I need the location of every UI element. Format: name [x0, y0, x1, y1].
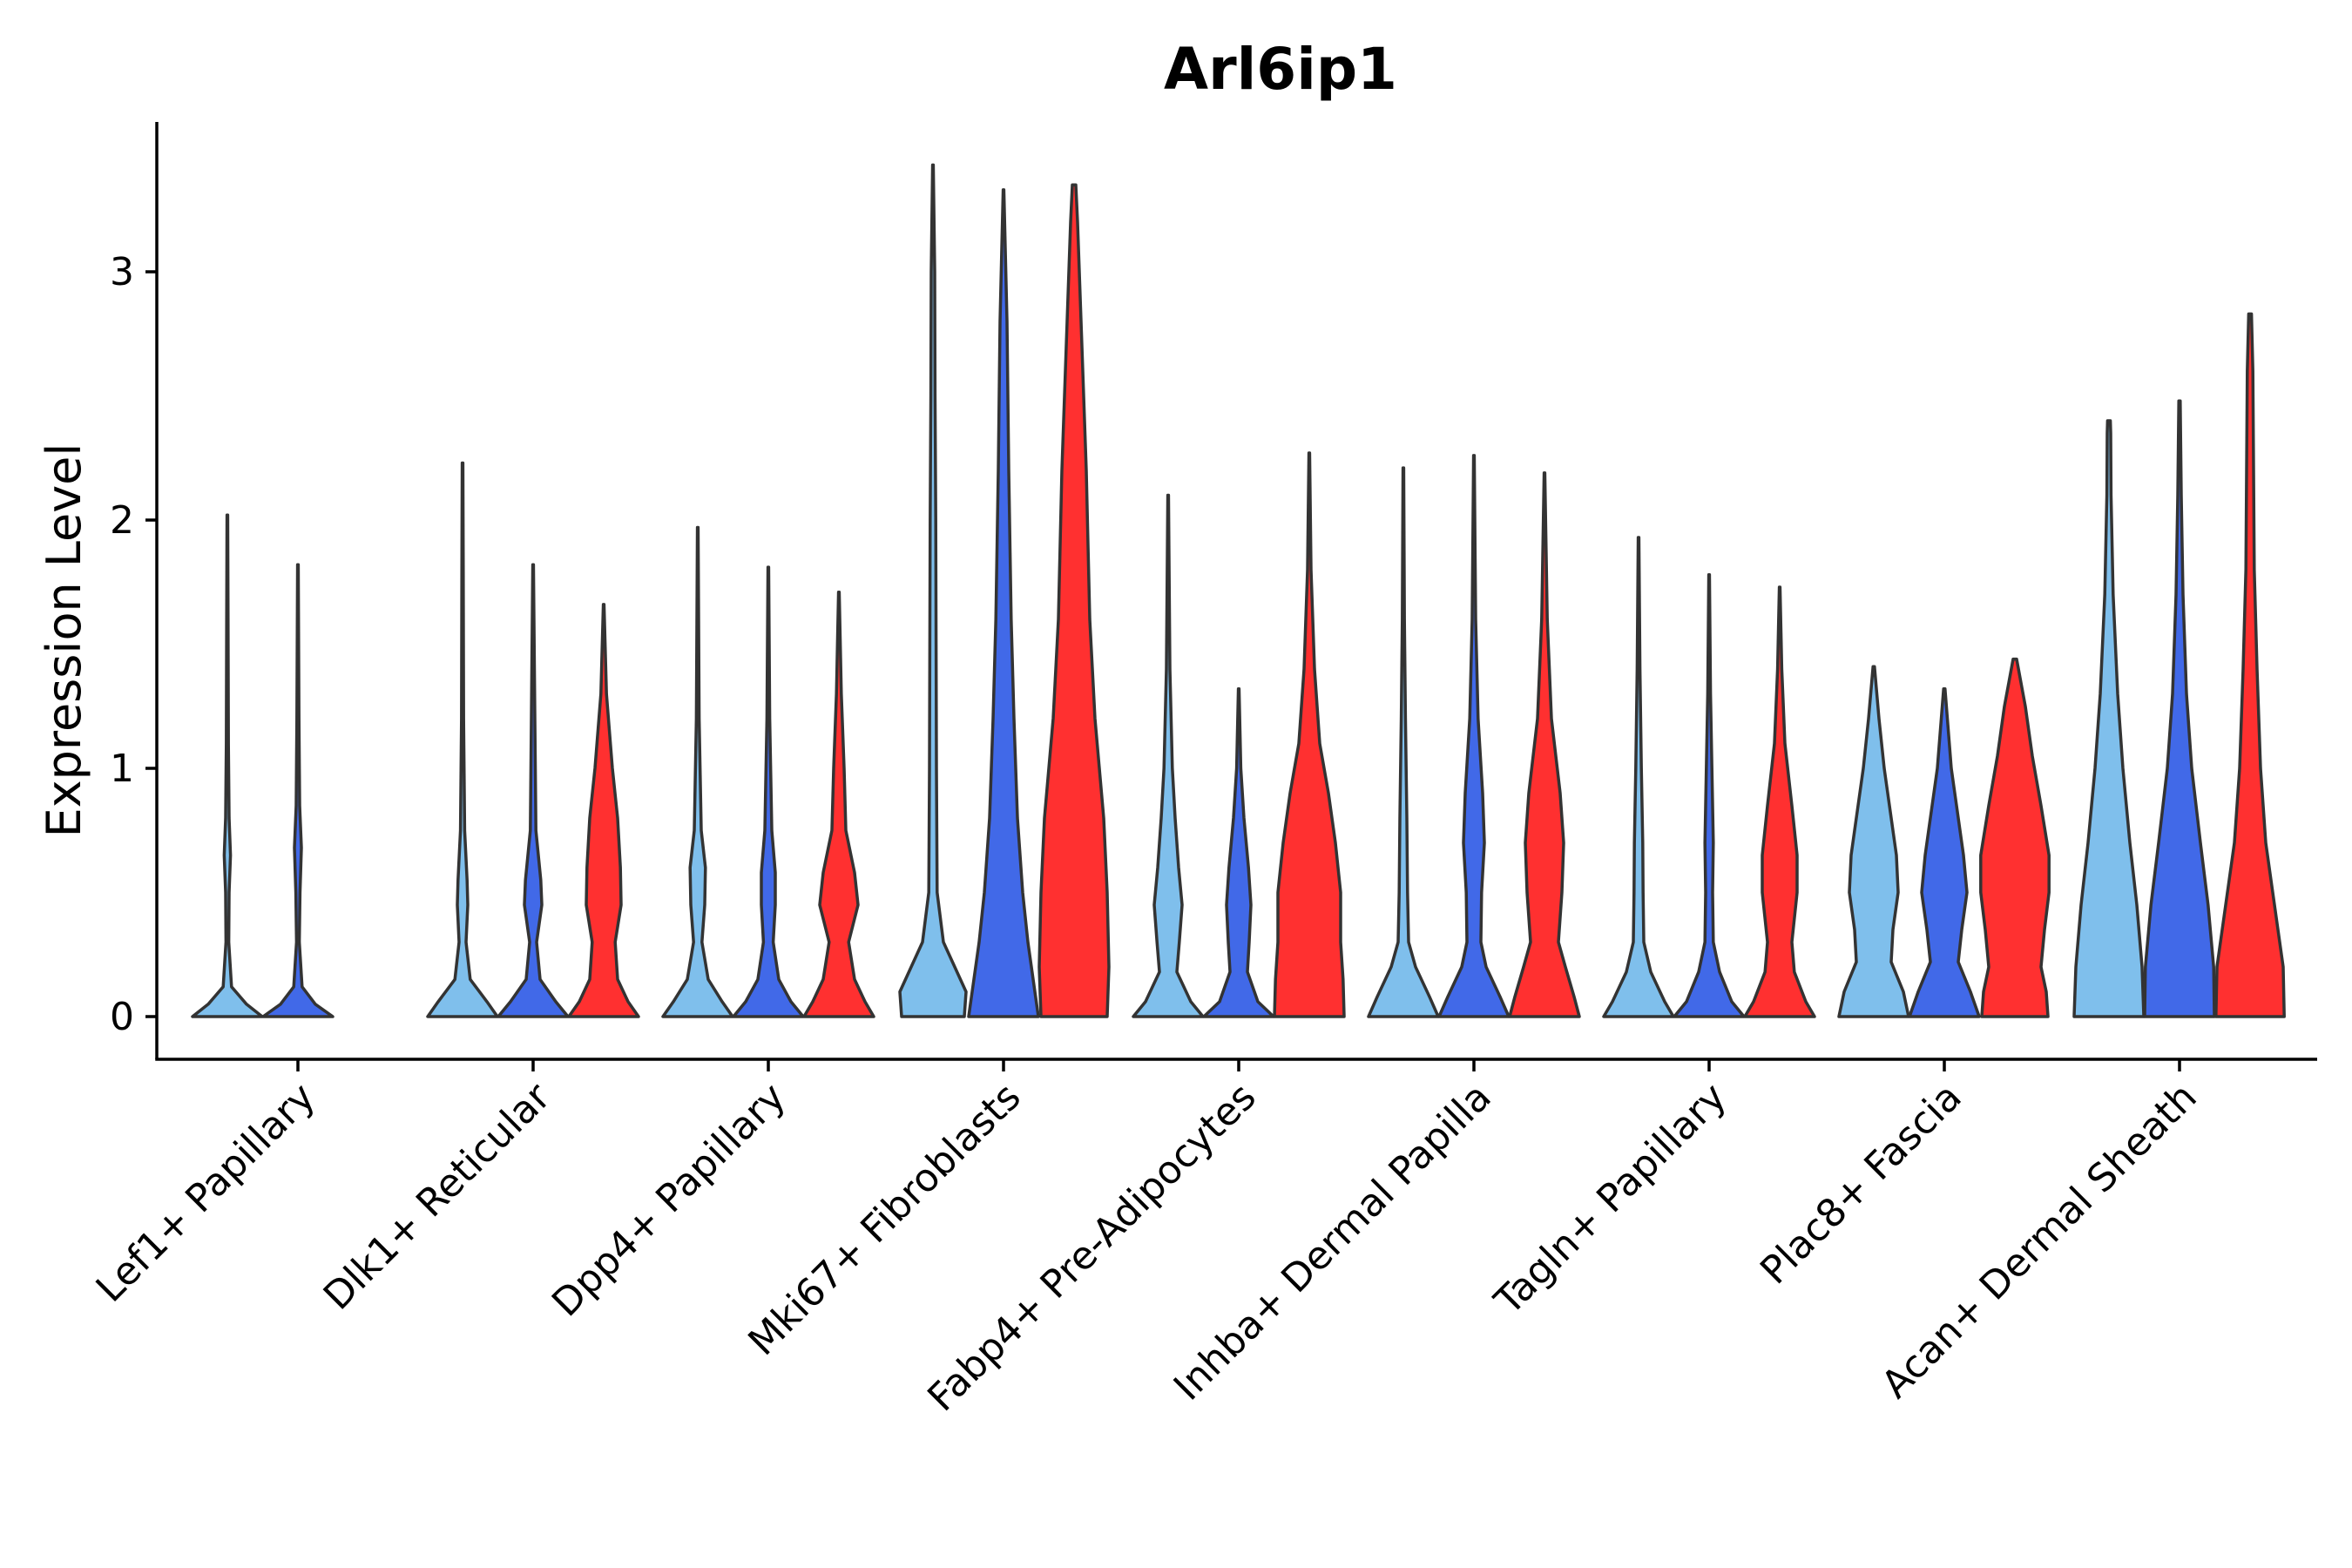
x-tick-label: Plac8+ Fascia	[1752, 1075, 1970, 1294]
violin-plac8-fascia-series-1	[1837, 665, 1910, 1018]
violin-tagln-papillary-series-1	[1602, 536, 1675, 1018]
violin-lef1-papillary-series-2	[261, 563, 335, 1018]
violin-tagln-papillary-series-2	[1673, 572, 1746, 1018]
violin-dlk1-reticular-series-2	[497, 563, 570, 1018]
violin-tagln-papillary-series-3	[1743, 585, 1816, 1018]
x-tick-label: Tagln+ Papillary	[1486, 1075, 1735, 1324]
violin-dpp4-papillary-series-3	[802, 590, 875, 1018]
y-tick-label: 1	[110, 747, 134, 791]
violin-mki67-fibroblasts-series-2	[967, 188, 1040, 1018]
violin-plac8-fascia-series-2	[1908, 687, 1981, 1018]
violin-dpp4-papillary-series-1	[661, 525, 734, 1018]
y-tick-label: 2	[110, 498, 134, 543]
violin-dlk1-reticular-series-1	[426, 461, 499, 1018]
y-tick-label: 3	[110, 250, 134, 294]
violin-inhba-dermal-papilla-series-2	[1437, 454, 1511, 1018]
violin-mki67-fibroblasts-series-3	[1037, 183, 1111, 1018]
x-tick-label: Dpp4+ Papillary	[544, 1075, 794, 1326]
violin-acan-dermal-sheath-series-2	[2143, 399, 2216, 1018]
violin-mki67-fibroblasts-series-1	[898, 163, 968, 1018]
y-axis-label: Expression Level	[37, 443, 91, 838]
violin-lef1-papillary-series-1	[191, 513, 264, 1018]
y-axis-ticks: 0 1 2 3	[110, 250, 157, 1039]
violin-layer	[191, 163, 2286, 1018]
x-tick-label: Lef1+ Papillary	[88, 1075, 324, 1311]
violin-inhba-dermal-papilla-series-3	[1508, 471, 1581, 1018]
violin-plac8-fascia-series-3	[1979, 657, 2051, 1018]
violin-fabp4-pre-adipocytes-series-3	[1273, 451, 1346, 1018]
x-tick-label: Dlk1+ Reticular	[315, 1074, 560, 1319]
violin-acan-dermal-sheath-series-1	[2072, 419, 2146, 1018]
violin-acan-dermal-sheath-series-3	[2214, 312, 2286, 1018]
chart-title: Arl6ip1	[1164, 36, 1397, 103]
y-tick-label: 0	[110, 995, 134, 1039]
violin-fabp4-pre-adipocytes-series-2	[1202, 687, 1275, 1018]
violin-dpp4-papillary-series-2	[732, 565, 805, 1018]
violin-dlk1-reticular-series-3	[567, 603, 640, 1018]
axes	[155, 122, 2317, 1061]
violin-inhba-dermal-papilla-series-1	[1367, 466, 1440, 1018]
violin-fabp4-pre-adipocytes-series-1	[1132, 493, 1205, 1018]
